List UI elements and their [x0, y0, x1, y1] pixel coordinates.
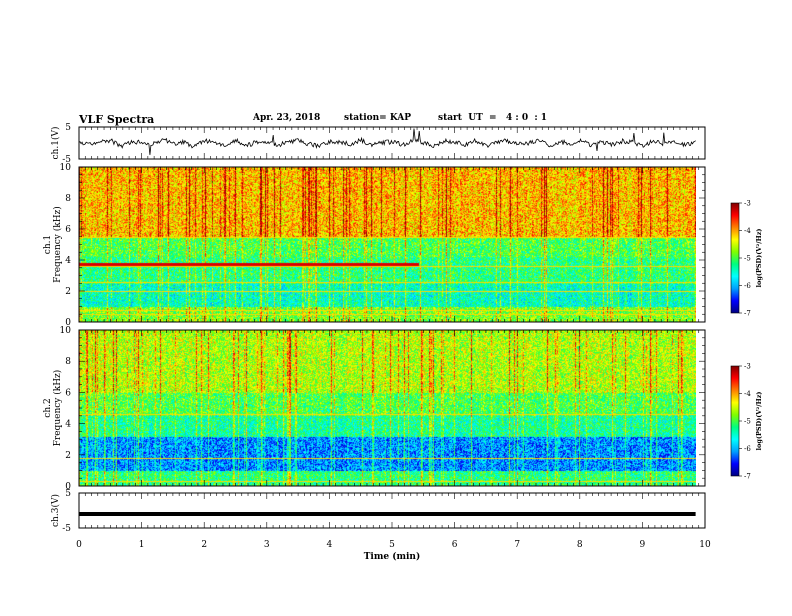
x-tick-label: 0 — [76, 540, 82, 550]
y-tick-label-ch2: 10 — [60, 326, 72, 336]
x-tick-label: 6 — [452, 540, 458, 550]
ch3-waveform-line — [79, 512, 696, 516]
y-tick-label-ch1: 4 — [65, 256, 71, 266]
colorbar-tick-label: -7 — [744, 473, 751, 481]
station-label: station= KAP — [344, 113, 412, 123]
y-tick-label-ch2: 0 — [65, 482, 71, 492]
colorbar-tick-label: -4 — [744, 390, 751, 398]
colorbar-label-ch2: log(PSD)(V²/Hz) — [755, 392, 763, 451]
y-tick-label-ch2: 2 — [65, 451, 71, 461]
colorbar-tick-label: -6 — [744, 282, 751, 290]
x-tick-label: 3 — [264, 540, 270, 550]
x-tick-label: 8 — [577, 540, 583, 550]
date-label: Apr. 23, 2018 — [253, 113, 321, 123]
spectrogram-ch2 — [79, 330, 696, 486]
x-tick-label: 4 — [327, 540, 333, 550]
panel-channel-label-ch2: ch.2 — [43, 398, 53, 417]
y-tick-label-ch2: 6 — [65, 388, 71, 398]
y-tick-label-ch2: 4 — [65, 420, 71, 430]
y-tick-label-ch1: 10 — [60, 163, 72, 173]
y-tick-label-ch1: 8 — [65, 194, 71, 204]
colorbar-label-ch1: log(PSD)(V²/Hz) — [755, 229, 763, 288]
colorbar-tick-label: -4 — [744, 227, 751, 235]
colorbar-ch1 — [730, 202, 740, 314]
x-tick-label: 1 — [139, 540, 145, 550]
y-axis-label-ch2: Frequency (kHz) — [52, 370, 63, 447]
y-tick-label-ch2: 8 — [65, 357, 71, 367]
y-tick-label-ch3: -5 — [62, 524, 71, 534]
colorbar-tick-label: -7 — [744, 310, 751, 318]
panel-channel-label-ch1: ch.1 — [43, 235, 53, 254]
colorbar-tick-label: -5 — [744, 255, 751, 263]
y-axis-label-ch1: ch.1(V) — [50, 127, 61, 160]
y-tick-label-ch1: 5 — [65, 123, 71, 133]
y-tick-label-ch3: 5 — [65, 489, 71, 499]
ch1-waveform-line — [78, 128, 696, 155]
x-tick-label: 9 — [640, 540, 646, 550]
y-tick-label-ch1: -5 — [62, 155, 71, 165]
x-tick-label: 7 — [514, 540, 520, 550]
colorbar-tick-label: -5 — [744, 418, 751, 426]
colorbar-tick-label: -3 — [744, 200, 751, 208]
x-tick-label: 5 — [389, 540, 395, 550]
x-tick-label: 2 — [201, 540, 207, 550]
spectrogram-ch1 — [79, 167, 696, 322]
x-axis-label: Time (min) — [364, 551, 421, 562]
colorbar-tick-label: -3 — [744, 363, 751, 371]
y-axis-label-ch1: Frequency (kHz) — [52, 206, 63, 283]
y-tick-label-ch1: 6 — [65, 225, 71, 235]
figure-title: VLF Spectra — [79, 113, 155, 126]
y-axis-label-ch3: ch.3(V) — [50, 494, 61, 527]
start-time-label: start UT = 4 : 0 : 1 — [438, 113, 548, 123]
colorbar-ch2 — [730, 365, 740, 477]
y-tick-label-ch1: 2 — [65, 287, 71, 297]
y-tick-label-ch1: 0 — [65, 318, 71, 328]
x-tick-label: 10 — [699, 540, 711, 550]
colorbar-tick-label: -6 — [744, 445, 751, 453]
